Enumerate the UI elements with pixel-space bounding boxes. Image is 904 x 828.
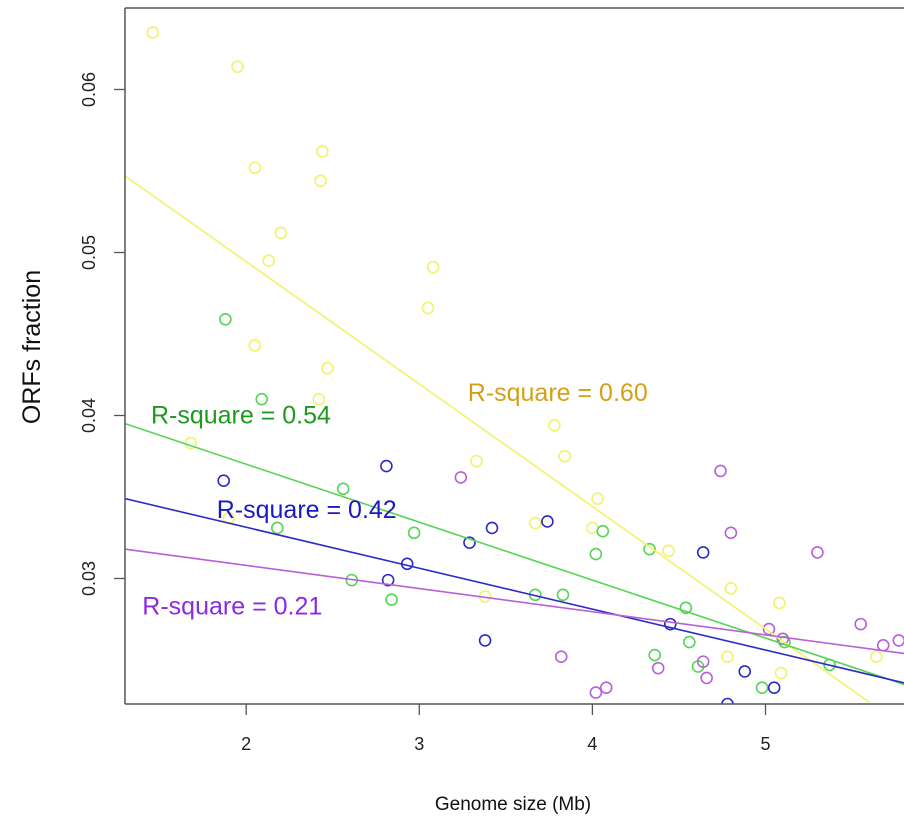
data-point [478, 634, 492, 647]
data-point [721, 697, 734, 704]
data-point [774, 666, 788, 680]
data-point [262, 254, 275, 267]
data-point [643, 542, 656, 556]
data-point [454, 471, 468, 484]
data-point [767, 681, 781, 695]
y-tick-label: 0.06 [79, 72, 99, 107]
r-square-label: R-square = 0.21 [142, 592, 322, 620]
data-point [541, 515, 554, 528]
fit-lines-layer [125, 175, 904, 704]
data-point [556, 588, 570, 602]
data-point [470, 454, 483, 468]
data-point [554, 650, 568, 664]
data-point [755, 681, 769, 695]
data-point [219, 313, 232, 326]
data-point [679, 601, 693, 615]
data-point [663, 617, 677, 631]
data-point [892, 634, 904, 647]
data-point [854, 617, 868, 631]
data-point [721, 650, 734, 664]
data-point [762, 622, 776, 636]
data-point [248, 161, 262, 175]
data-point [589, 547, 603, 561]
data-point [528, 516, 542, 530]
data-point [738, 665, 752, 678]
data-point [381, 573, 395, 587]
data-point [648, 648, 662, 662]
data-point [314, 174, 327, 188]
data-point [700, 671, 713, 685]
x-tick-label: 5 [761, 734, 771, 754]
data-point [696, 546, 710, 559]
y-tick-label: 0.03 [79, 561, 99, 596]
y-axis-title: ORFs fraction [18, 270, 46, 424]
data-point [217, 474, 230, 487]
data-point [599, 681, 613, 695]
data-point [485, 521, 499, 535]
y-tick-label: 0.04 [79, 398, 99, 433]
data-point [870, 650, 883, 664]
data-point [589, 686, 603, 699]
data-point [558, 449, 572, 463]
points-layer [146, 26, 904, 704]
plot-frame [124, 7, 904, 705]
regression-line [125, 422, 904, 686]
r-square-label: R-square = 0.54 [151, 402, 331, 430]
data-point [231, 60, 244, 73]
data-point [463, 536, 476, 549]
r-square-label: R-square = 0.60 [468, 379, 648, 407]
data-point [321, 361, 334, 375]
data-point [248, 339, 262, 352]
data-point [271, 521, 284, 535]
regression-line [125, 548, 904, 655]
data-point [548, 418, 561, 432]
data-point [724, 581, 738, 595]
data-point [773, 596, 786, 610]
axis-ticks: 2 3 4 5 0.03 0.04 0.05 0.06 [79, 72, 771, 754]
data-point [421, 301, 435, 315]
data-point [696, 655, 710, 668]
r-square-label: R-square = 0.42 [217, 496, 397, 524]
data-point [596, 524, 610, 538]
data-point [274, 226, 288, 240]
data-point [255, 392, 269, 406]
regression-line [125, 175, 870, 704]
data-point [380, 459, 393, 473]
data-point [662, 544, 675, 558]
data-point [724, 526, 738, 540]
x-tick-label: 4 [587, 734, 597, 754]
data-point [385, 593, 398, 606]
data-point [876, 639, 890, 652]
data-point [683, 635, 696, 649]
x-tick-label: 3 [414, 734, 424, 754]
x-tick-label: 2 [241, 734, 251, 754]
data-point [312, 392, 326, 406]
y-tick-label: 0.05 [79, 235, 99, 270]
annotations-layer: R-square = 0.60 R-square = 0.54 R-square =… [142, 379, 647, 621]
data-point [591, 492, 604, 505]
data-point [714, 464, 727, 478]
x-axis-title: Genome size (Mb) [435, 794, 591, 815]
data-point [407, 526, 421, 540]
data-point [651, 661, 665, 675]
regression-line [125, 497, 904, 684]
data-point [336, 482, 350, 496]
data-point [146, 26, 159, 39]
data-point [316, 145, 329, 158]
data-point [586, 521, 599, 535]
data-point [426, 260, 440, 274]
data-point [811, 546, 824, 559]
